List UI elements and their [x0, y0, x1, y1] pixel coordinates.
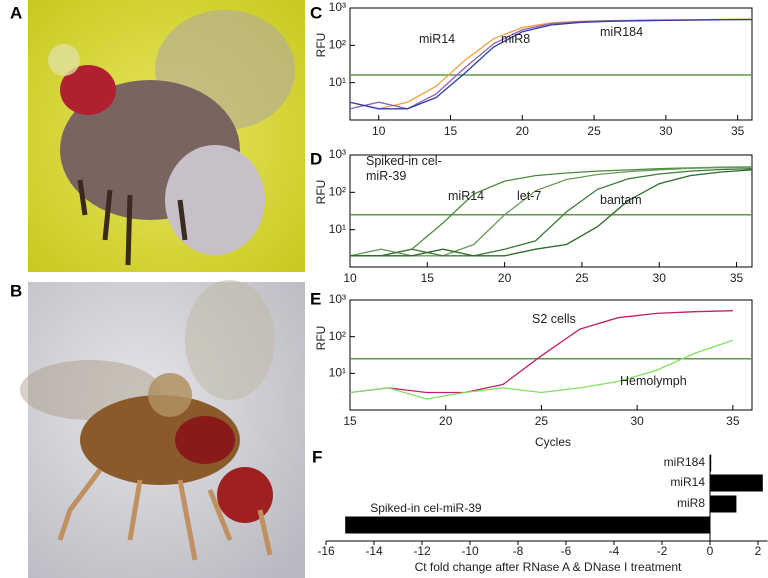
y-tick-label: 10³: [329, 147, 346, 161]
curve-label: S2 cells: [532, 312, 576, 326]
panel-label: E: [310, 289, 321, 308]
curve-label: miR14: [419, 32, 456, 46]
photo-a: [28, 0, 305, 272]
category-label: Spiked-in cel-miR-39: [370, 501, 482, 515]
y-axis-label: RFU: [314, 326, 328, 351]
y-tick-label: 10³: [329, 292, 346, 306]
x-tick-label: -8: [513, 544, 524, 558]
curve-label: bantam: [600, 193, 642, 207]
curve-label: Hemolymph: [620, 374, 687, 388]
x-tick-label: -4: [609, 544, 620, 558]
x-tick-label: 2: [755, 544, 762, 558]
y-tick-label: 10¹: [329, 222, 346, 236]
x-tick-label: 35: [731, 124, 745, 138]
x-tick-label: 35: [730, 271, 744, 285]
y-tick-label: 10²: [329, 38, 346, 52]
x-tick-label: 20: [439, 414, 453, 428]
y-tick-label: 10¹: [329, 75, 346, 89]
panel-label: D: [310, 149, 322, 168]
y-tick-label: 10²: [329, 329, 346, 343]
category-label: miR8: [677, 496, 705, 510]
x-tick-label: -6: [561, 544, 572, 558]
x-tick-label: 20: [498, 271, 512, 285]
category-label: miR184: [664, 455, 706, 469]
x-tick-label: 25: [587, 124, 601, 138]
x-tick-label: -12: [413, 544, 431, 558]
x-tick-label: -2: [657, 544, 668, 558]
panel-label: C: [310, 3, 322, 22]
amplification-curve: [349, 339, 734, 400]
x-tick-label: 30: [653, 271, 667, 285]
amplification-curve: [349, 310, 733, 394]
bar: [345, 516, 710, 534]
x-tick-label: 15: [444, 124, 458, 138]
y-tick-label: 10³: [329, 0, 346, 14]
category-label: miR14: [670, 475, 705, 489]
x-tick-label: -14: [365, 544, 383, 558]
curve-label: Spiked-in cel-miR-39: [366, 154, 442, 183]
amplification-curve: [349, 18, 753, 110]
x-tick-label: 20: [516, 124, 530, 138]
photo-b: [20, 280, 305, 578]
plot-frame: [349, 7, 753, 121]
curve-label: miR184: [600, 25, 644, 39]
bar: [710, 454, 712, 472]
y-tick-label: 10²: [329, 185, 346, 199]
y-axis-label: RFU: [314, 180, 328, 205]
plot-frame: [349, 299, 753, 411]
curve-label: miR14: [448, 189, 485, 203]
amplification-curve: [349, 18, 753, 110]
x-tick-label: -10: [461, 544, 479, 558]
curve-label: let-7: [517, 189, 542, 203]
x-tick-label: -16: [317, 544, 335, 558]
bar: [710, 474, 763, 492]
amplification-curve: [349, 166, 753, 257]
x-tick-label: 35: [726, 414, 740, 428]
x-tick-label: 30: [659, 124, 673, 138]
x-tick-label: 15: [421, 271, 435, 285]
x-tick-label: 0: [707, 544, 714, 558]
plot-frame: [349, 154, 753, 268]
x-tick-label: 25: [535, 414, 549, 428]
x-tick-label: 10: [343, 271, 357, 285]
curve-label: miR8: [501, 32, 531, 46]
x-axis-label: Cycles: [535, 435, 571, 449]
x-axis-label: Ct fold change after RNase A & DNase I t…: [415, 560, 682, 574]
amplification-curve: [350, 169, 753, 257]
panel-label: F: [312, 447, 322, 466]
x-tick-label: 15: [343, 414, 357, 428]
bar: [710, 495, 737, 513]
x-tick-label: 30: [630, 414, 644, 428]
amplification-curve: [350, 168, 753, 257]
amplification-curve: [349, 18, 753, 110]
x-tick-label: 25: [575, 271, 589, 285]
y-tick-label: 10¹: [329, 366, 346, 380]
panel-label: A: [10, 3, 22, 22]
panel-label: B: [10, 281, 22, 300]
y-axis-label: RFU: [314, 33, 328, 58]
x-tick-label: 10: [372, 124, 386, 138]
